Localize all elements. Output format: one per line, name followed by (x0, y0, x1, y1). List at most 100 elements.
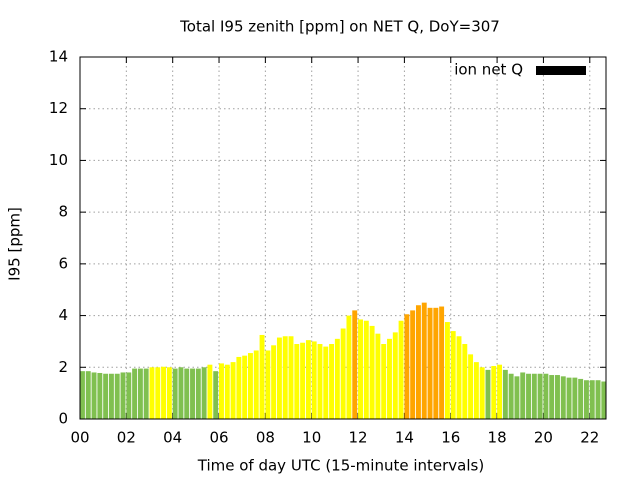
bar (520, 372, 526, 419)
bar (190, 368, 195, 419)
bar (537, 373, 543, 419)
bar (543, 373, 549, 419)
bar (387, 338, 392, 419)
bar (398, 320, 404, 419)
bar (479, 367, 485, 419)
bar (259, 334, 265, 419)
bar (415, 305, 421, 419)
plot-frame (79, 56, 607, 420)
y-tick-label: 14 (49, 48, 68, 66)
bar (219, 363, 224, 419)
bar (485, 369, 491, 419)
bar (282, 336, 288, 419)
x-tick-label: 22 (580, 429, 599, 447)
bar (473, 362, 479, 419)
bar (311, 341, 317, 419)
bar (253, 350, 259, 419)
bar (381, 344, 387, 419)
bar (97, 372, 103, 419)
bar (172, 368, 178, 419)
bar (195, 368, 201, 419)
bar (421, 302, 427, 419)
y-tick-label: 6 (58, 254, 68, 272)
bar (404, 314, 410, 419)
legend-label: ion net Q (454, 61, 523, 79)
bar (555, 375, 560, 419)
bar (166, 367, 172, 419)
y-tick-label: 8 (58, 203, 68, 221)
bar (392, 332, 398, 419)
bar (126, 372, 132, 419)
bar (120, 372, 126, 419)
bar (363, 320, 369, 419)
bar (439, 306, 445, 419)
bar (178, 367, 184, 419)
bar (340, 328, 346, 419)
bar (242, 355, 248, 419)
bar (502, 369, 508, 419)
x-tick-label: 04 (163, 429, 182, 447)
bar (566, 377, 572, 419)
bar (578, 378, 584, 419)
x-tick-label: 00 (70, 429, 89, 447)
bar (508, 373, 514, 419)
bar (433, 307, 439, 419)
y-tick-label: 12 (49, 99, 68, 117)
bar (85, 371, 91, 419)
bar (305, 340, 311, 419)
bar (549, 375, 555, 419)
y-tick-label: 2 (58, 358, 68, 376)
chart-title: Total I95 zenith [ppm] on NET Q, DoY=307 (179, 18, 500, 36)
bar (108, 373, 114, 419)
bar (369, 325, 375, 419)
bar (80, 371, 85, 419)
y-tick-label: 0 (58, 410, 68, 428)
bar (352, 310, 358, 419)
bar (560, 376, 566, 419)
bar (491, 365, 497, 419)
bar (288, 336, 294, 419)
bar (201, 367, 207, 419)
y-axis-label: I95 [ppm] (6, 207, 24, 281)
bar (531, 373, 537, 419)
x-tick-label: 06 (209, 429, 228, 447)
bar (427, 307, 433, 419)
bar (230, 362, 236, 419)
bar (213, 371, 219, 419)
bar (294, 344, 300, 419)
bar (526, 373, 531, 419)
bar (114, 373, 120, 419)
bar (91, 372, 97, 419)
bar (276, 337, 282, 419)
legend-swatch (536, 66, 586, 75)
bar (265, 350, 271, 419)
bar (572, 377, 578, 419)
x-tick-label: 18 (488, 429, 507, 447)
bar (346, 315, 352, 419)
bar (317, 344, 323, 419)
bar (149, 367, 155, 419)
x-axis-label: Time of day UTC (15-minute intervals) (197, 457, 484, 475)
x-tick-label: 02 (117, 429, 136, 447)
bar (375, 333, 381, 419)
bar (247, 353, 253, 419)
bar (300, 342, 306, 419)
x-tick-label: 20 (534, 429, 553, 447)
bar (444, 322, 450, 419)
bar (601, 381, 607, 419)
bar (161, 366, 167, 419)
bar (589, 380, 595, 419)
x-tick-label: 16 (441, 429, 460, 447)
y-tick-label: 4 (58, 306, 68, 324)
y-tick-label: 10 (49, 151, 68, 169)
x-tick-label: 08 (256, 429, 275, 447)
bar (236, 356, 242, 419)
bar (184, 368, 190, 419)
bar (207, 364, 213, 419)
x-tick-label: 14 (395, 429, 414, 447)
bar (143, 368, 149, 419)
bar (468, 354, 474, 419)
bar (155, 367, 161, 419)
bar (137, 368, 143, 419)
